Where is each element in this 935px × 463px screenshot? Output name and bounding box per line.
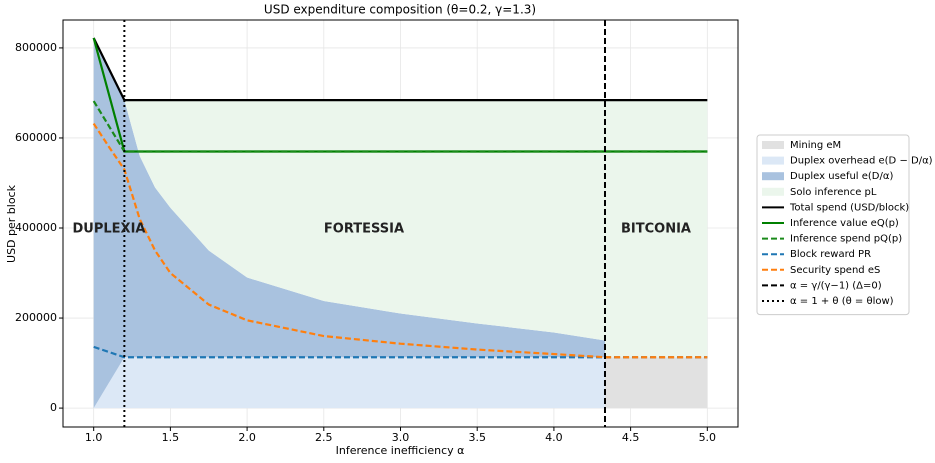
- chart-title: USD expenditure composition (θ=0.2, γ=1.…: [264, 3, 536, 17]
- x-tick-label: 4.0: [545, 431, 563, 444]
- x-tick-label: 1.5: [162, 431, 180, 444]
- region-label: DUPLEXIA: [73, 222, 146, 237]
- legend-label: Inference spend pQ(p): [790, 234, 902, 245]
- y-axis-label: USD per block: [5, 184, 18, 263]
- y-tick-label: 800000: [15, 41, 57, 54]
- x-tick-label: 3.5: [468, 431, 486, 444]
- area: [604, 357, 708, 409]
- line: [92, 122, 708, 359]
- legend-swatch: [762, 172, 784, 181]
- plot-frame: [62, 19, 739, 428]
- legend-swatch: [762, 141, 784, 149]
- x-tick-label: 4.5: [622, 431, 640, 444]
- x-tick-label: 2.5: [315, 431, 333, 444]
- x-axis-label: Inference inefficiency α: [336, 444, 465, 457]
- legend-box: [756, 134, 910, 316]
- legend-label: Solo inference pL: [790, 187, 877, 198]
- legend-swatch: [762, 156, 784, 165]
- area: [93, 38, 605, 409]
- y-tick-label: 200000: [15, 311, 57, 324]
- region-label: BITCONIA: [621, 222, 691, 237]
- legend-label: Total spend (USD/block): [789, 202, 909, 213]
- legend-label: Security spend eS: [790, 265, 880, 276]
- x-tick-label: 2.0: [238, 431, 256, 444]
- y-tick-label: 600000: [15, 131, 57, 144]
- legend-label: α = γ/(γ−1) (Δ=0): [790, 280, 882, 291]
- line: [93, 345, 708, 359]
- legend-label: Block reward PR: [790, 249, 871, 260]
- x-tick-label: 5.0: [699, 431, 717, 444]
- x-tick-label: 3.0: [392, 431, 410, 444]
- legend-label: Duplex useful e(D/α): [790, 171, 893, 182]
- legend-swatch: [762, 187, 784, 196]
- legend-label: Duplex overhead e(D − D/α): [790, 156, 933, 167]
- region-label: FORTESSIA: [324, 222, 404, 237]
- legend-label: Inference value eQ(p): [790, 218, 899, 229]
- y-tick-label: 0: [50, 401, 57, 414]
- area: [124, 100, 708, 358]
- area: [93, 357, 605, 409]
- y-tick-label: 400000: [15, 221, 57, 234]
- legend-label: α = 1 + θ (θ = θlow): [790, 296, 894, 307]
- x-tick-label: 1.0: [85, 431, 103, 444]
- legend-label: Mining eM: [790, 140, 841, 151]
